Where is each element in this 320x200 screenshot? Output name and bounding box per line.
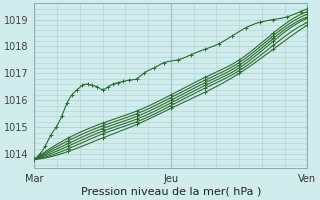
X-axis label: Pression niveau de la mer( hPa ): Pression niveau de la mer( hPa ) [81, 187, 261, 197]
